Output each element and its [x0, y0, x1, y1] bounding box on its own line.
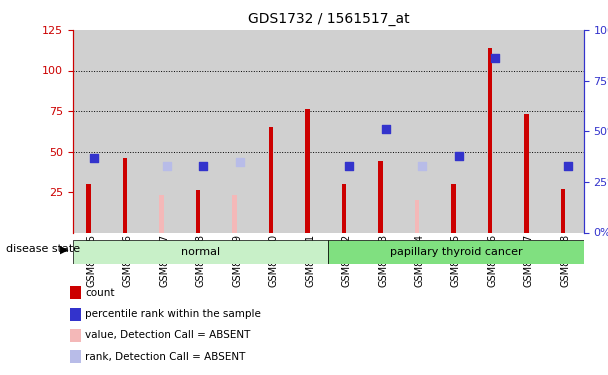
- Point: [417, 163, 427, 169]
- Point: [235, 159, 244, 165]
- Bar: [511, 30, 547, 232]
- Bar: [328, 240, 584, 264]
- Text: value, Detection Call = ABSENT: value, Detection Call = ABSENT: [85, 330, 250, 340]
- Bar: [73, 30, 109, 232]
- Point: [490, 56, 500, 62]
- Text: count: count: [85, 288, 115, 297]
- Bar: [182, 30, 219, 232]
- Point: [344, 163, 354, 169]
- Bar: [86, 184, 91, 232]
- Text: percentile rank within the sample: percentile rank within the sample: [85, 309, 261, 319]
- Bar: [232, 195, 237, 232]
- Bar: [342, 184, 346, 232]
- Bar: [146, 30, 182, 232]
- Bar: [474, 30, 511, 232]
- Text: ▶: ▶: [60, 244, 68, 254]
- Text: papillary thyroid cancer: papillary thyroid cancer: [390, 247, 522, 257]
- Bar: [109, 30, 146, 232]
- Bar: [401, 30, 438, 232]
- Point: [162, 163, 171, 169]
- Bar: [159, 195, 164, 232]
- Bar: [524, 114, 528, 232]
- Bar: [196, 190, 200, 232]
- Point: [89, 154, 98, 160]
- Bar: [328, 30, 365, 232]
- Bar: [415, 200, 419, 232]
- Bar: [438, 30, 474, 232]
- Bar: [305, 110, 309, 232]
- Bar: [378, 161, 382, 232]
- Bar: [219, 30, 255, 232]
- Bar: [451, 184, 455, 232]
- Bar: [561, 189, 565, 232]
- Text: disease state: disease state: [6, 244, 80, 254]
- Text: normal: normal: [181, 247, 220, 257]
- Bar: [547, 30, 584, 232]
- Bar: [292, 30, 328, 232]
- Title: GDS1732 / 1561517_at: GDS1732 / 1561517_at: [247, 12, 409, 26]
- Bar: [255, 30, 292, 232]
- Bar: [73, 240, 328, 264]
- Point: [563, 163, 573, 169]
- Point: [198, 163, 208, 169]
- Point: [381, 126, 390, 132]
- Bar: [123, 158, 127, 232]
- Text: rank, Detection Call = ABSENT: rank, Detection Call = ABSENT: [85, 352, 246, 362]
- Bar: [365, 30, 401, 232]
- Point: [454, 153, 463, 159]
- Bar: [488, 48, 492, 232]
- Bar: [269, 127, 273, 232]
